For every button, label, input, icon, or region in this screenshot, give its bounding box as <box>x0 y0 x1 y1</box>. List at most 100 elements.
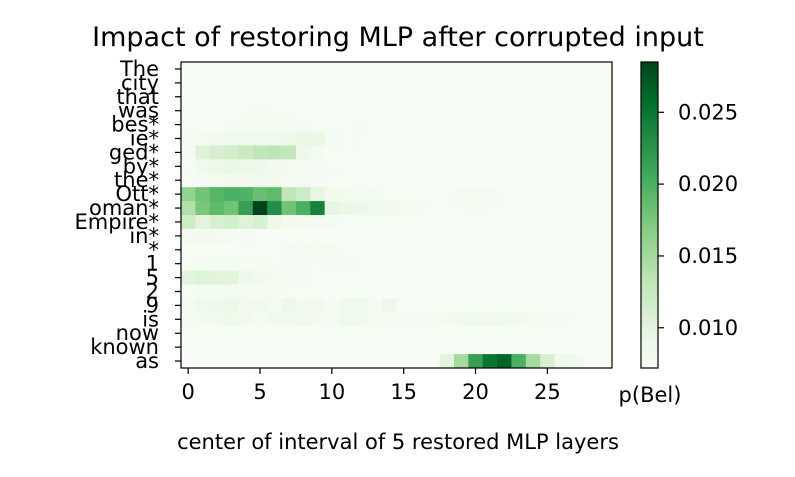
heatmap-cell <box>410 159 426 174</box>
heatmap-cell <box>540 159 555 174</box>
heatmap-cell <box>540 326 555 341</box>
heatmap-cell <box>583 187 599 202</box>
heatmap-cell <box>324 284 340 299</box>
heatmap-cell <box>310 354 326 369</box>
heatmap-cell <box>497 228 512 244</box>
heatmap-cell <box>353 75 369 91</box>
heatmap-cell <box>396 145 412 160</box>
heatmap-cell <box>310 131 326 146</box>
heatmap-cell <box>425 62 440 77</box>
heatmap-cell <box>324 89 340 105</box>
heatmap-cell <box>525 75 541 91</box>
heatmap-cell <box>410 298 426 313</box>
heatmap-cell <box>482 131 498 146</box>
heatmap-cell <box>396 298 412 313</box>
heatmap-cell <box>281 75 297 91</box>
x-axis: 0 5 10 15 20 25 <box>181 368 561 404</box>
heatmap-cell <box>281 215 297 230</box>
heatmap-cell <box>382 312 397 327</box>
y-tick-label: known <box>90 335 159 359</box>
heatmap-cell <box>252 326 268 341</box>
heatmap-cell <box>453 354 469 369</box>
y-tick-label: * <box>149 238 160 262</box>
heatmap-cell <box>425 326 440 341</box>
heatmap-cell <box>267 256 282 272</box>
heatmap-cell <box>597 145 613 160</box>
heatmap-cell <box>324 173 340 188</box>
heatmap-cell <box>468 62 484 77</box>
heatmap-cell <box>410 354 426 369</box>
heatmap-cell <box>252 354 268 369</box>
heatmap-cell <box>339 228 354 244</box>
y-tick-label: Ott* <box>116 182 160 206</box>
heatmap-cell <box>353 89 369 105</box>
heatmap-cell <box>181 75 196 91</box>
heatmap-cell <box>252 145 268 160</box>
heatmap-cell <box>224 89 239 105</box>
heatmap-cell <box>252 312 268 327</box>
heatmap-cell <box>425 187 440 202</box>
colorbar-tick-label: 0.010 <box>678 316 738 340</box>
heatmap-cell <box>540 228 555 244</box>
heatmap-cell <box>425 312 440 327</box>
heatmap-cell <box>511 103 527 119</box>
heatmap-cell <box>209 103 225 119</box>
heatmap-cell <box>209 89 225 105</box>
heatmap-cell <box>195 103 211 119</box>
heatmap-cell <box>597 215 613 230</box>
heatmap-cell <box>382 201 397 216</box>
heatmap-cell <box>209 256 225 272</box>
heatmap-cell <box>511 75 527 91</box>
heatmap-cell <box>583 159 599 174</box>
heatmap-cell <box>525 159 541 174</box>
x-tick-label: 25 <box>534 380 561 404</box>
heatmap-cell <box>511 326 527 341</box>
heatmap-cell <box>597 187 613 202</box>
heatmap-cell <box>195 228 211 244</box>
heatmap-cell <box>339 284 354 299</box>
heatmap-cell <box>453 270 469 285</box>
heatmap-cell <box>295 62 311 77</box>
heatmap-cell <box>238 131 254 146</box>
heatmap-cell <box>353 270 369 285</box>
heatmap-cell <box>425 117 440 132</box>
heatmap-cell <box>468 340 484 355</box>
heatmap-cell <box>497 201 512 216</box>
heatmap-cell <box>396 89 412 105</box>
y-tick-label: 1 <box>146 252 159 276</box>
heatmap-cell <box>224 173 239 188</box>
heatmap-cell <box>195 242 211 258</box>
heatmap-cell <box>396 75 412 91</box>
heatmap-cell <box>468 298 484 313</box>
heatmap-cell <box>295 340 311 355</box>
heatmap-cell <box>209 117 225 132</box>
heatmap-cell <box>295 131 311 146</box>
heatmap-cell <box>453 298 469 313</box>
heatmap-cell <box>181 215 196 230</box>
heatmap-cell <box>267 187 282 202</box>
heatmap-cell <box>525 284 541 299</box>
heatmap-cell <box>540 354 555 369</box>
heatmap-cell <box>482 354 498 369</box>
colorbar-label: p(Bel) <box>619 383 682 407</box>
heatmap-cell <box>281 159 297 174</box>
heatmap-cell <box>181 270 196 285</box>
heatmap-cell <box>238 284 254 299</box>
heatmap-cell <box>439 242 455 258</box>
heatmap-cell <box>224 228 239 244</box>
heatmap-cell <box>209 131 225 146</box>
heatmap-cell <box>396 187 412 202</box>
heatmap-cell <box>597 75 613 91</box>
heatmap-cell <box>468 354 484 369</box>
heatmap-cell <box>339 215 354 230</box>
heatmap-cell <box>181 201 196 216</box>
heatmap-cell <box>482 173 498 188</box>
heatmap-cell <box>568 270 584 285</box>
heatmap-cell <box>339 173 354 188</box>
x-tick-label: 0 <box>181 380 194 404</box>
heatmap-cell <box>295 256 311 272</box>
heatmap-cell <box>267 131 282 146</box>
heatmap-cell <box>195 354 211 369</box>
heatmap-cell <box>511 298 527 313</box>
x-axis-label: center of interval of 5 restored MLP lay… <box>177 430 619 454</box>
